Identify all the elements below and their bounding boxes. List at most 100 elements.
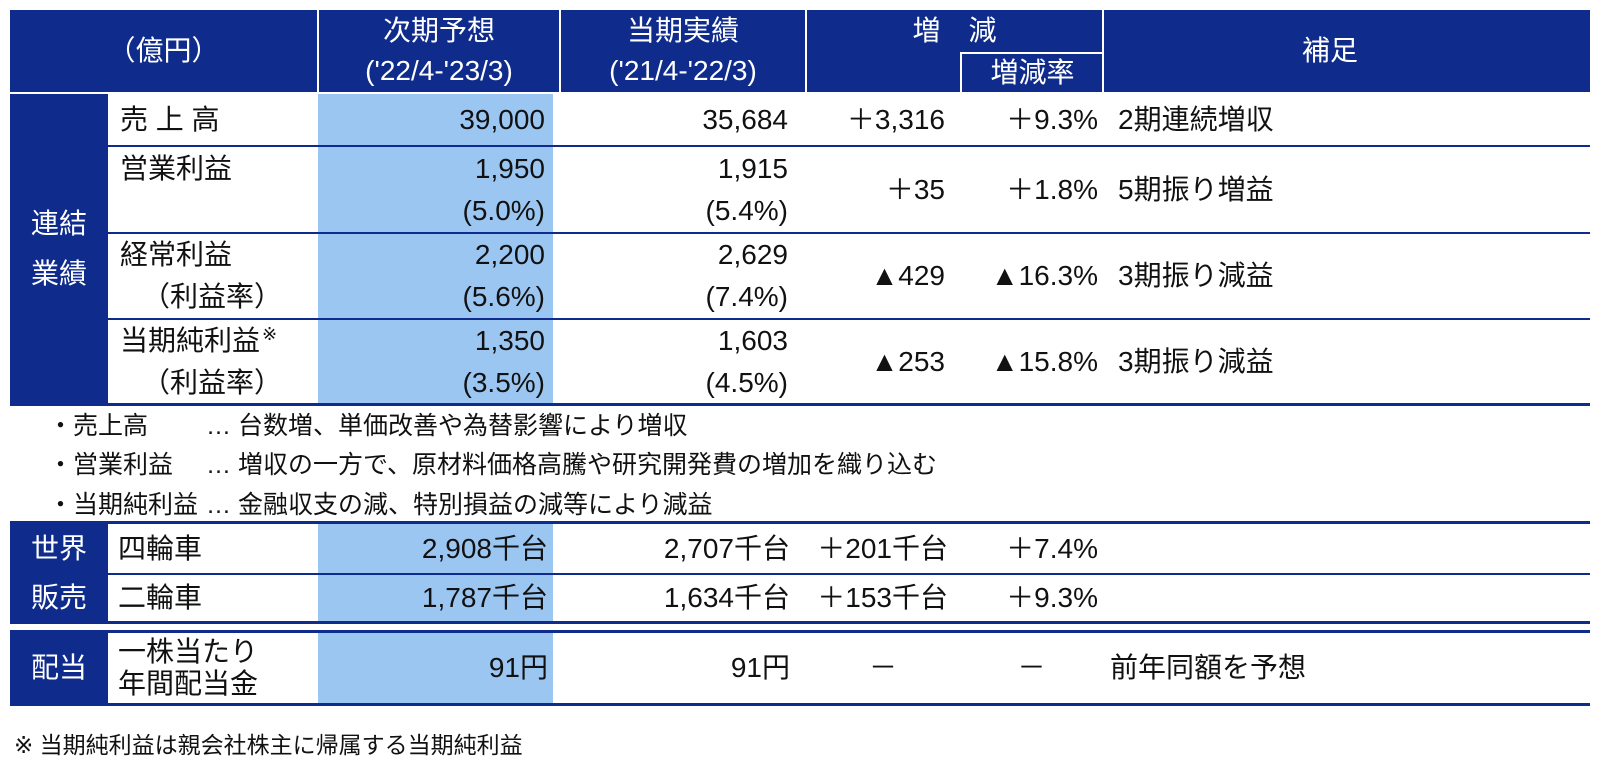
forecast-value: 91円 [488,652,548,683]
header-divider [317,10,319,92]
forecast-margin: (3.5%) [462,366,545,398]
forecast-cell: 1,787千台 [318,575,548,621]
note-text: 3期振り減益 [1118,345,1274,377]
row-label: 当期純利益 ※ [120,320,277,362]
actual-cell: 1,915 (5.4%) [553,147,788,232]
row-label-annual-dividend: 一株当たり 年間配当金 [118,633,318,703]
section-label-line: 世界 [30,532,87,564]
row-label: 営業利益 [120,152,233,184]
forecast-cell: 39,000 [318,94,545,145]
note-cell: 3期振り減益 [1118,234,1578,318]
section-divider [10,703,1590,706]
remark-line: ・売上高 … 台数増、単価改善や為替影響により増収 [48,404,687,444]
section-label-line: 販売 [30,582,87,613]
change-rate-value: ＋1.8% [1006,173,1098,205]
header-unit-label: （億円） [107,35,220,66]
actual-value: 2,629 [717,239,788,270]
consolidated-section-label: 連結 業績 [10,94,108,403]
actual-value: 35,684 [702,103,788,135]
note-cell: 5期振り増益 [1118,147,1578,232]
note-cell: 前年同額を予想 [1110,633,1580,703]
change-rate-value: ＋9.3% [1006,582,1098,613]
header-unit: （億円） [10,10,317,92]
row-label: 一株当たり [118,636,259,667]
note-text: 5期振り増益 [1118,173,1274,205]
change-value: ＋3,316 [846,103,945,135]
change-cell: － [806,633,960,703]
row-label-operating-profit: 営業利益 [120,147,318,232]
change-rate-cell: ＋9.3% [960,575,1098,621]
header-notes-title: 補足 [1301,35,1358,66]
footnote-mark: ※ [262,323,278,344]
forecast-value: 39,000 [459,103,545,135]
actual-value: 1,634千台 [663,582,790,613]
change-cell: ＋3,316 [800,94,945,145]
forecast-column-highlight [318,524,553,621]
forecast-value: 1,350 [474,324,545,356]
forecast-cell: 2,908千台 [318,524,548,573]
row-label: 売 上 高 [120,103,220,135]
table-header [10,10,1590,92]
forecast-value: 2,200 [474,239,545,270]
section-label-line: 業績 [30,257,87,289]
actual-cell: 2,629 (7.4%) [553,234,788,318]
note-text: 前年同額を予想 [1110,652,1307,683]
header-divider [805,10,807,92]
change-value: ▲429 [870,260,945,291]
header-actual-period: ('21/4-'22/3) [609,55,757,86]
note-text: 3期振り減益 [1118,260,1274,291]
row-divider [108,573,1590,575]
actual-value: 91円 [730,652,790,683]
actual-margin: (7.4%) [705,281,788,312]
actual-value: 1,603 [717,324,788,356]
section-divider [10,630,1590,633]
row-label-motorcycles: 二輪車 [118,575,318,621]
actual-cell: 91円 [553,633,790,703]
actual-value: 2,707千台 [663,532,790,564]
note-text: 2期連続増収 [1118,103,1274,135]
header-notes: 補足 [1104,10,1556,92]
section-divider [10,521,1590,524]
remark-line: ・営業利益 … 増収の一方で、原材料価格高騰や研究開発費の増加を織り込む [48,443,937,483]
header-actual-title: 当期実績 [626,15,739,46]
change-rate-value: ▲16.3% [990,260,1098,291]
forecast-value: 1,950 [474,152,545,184]
forecast-cell: 91円 [318,633,548,703]
global-sales-section-block [10,524,108,621]
dividend-section-label: 配当 [10,633,108,703]
change-rate-value: ▲15.8% [990,345,1098,377]
row-label: 四輪車 [118,532,203,564]
change-value: ＋201千台 [817,532,948,564]
row-divider [108,145,1590,147]
row-label-net-income: 当期純利益 ※ （利益率） [120,320,318,403]
global-sales-label-bottom: 販売 [10,575,108,621]
change-rate-cell: ＋7.4% [960,524,1098,573]
row-sub-label: （利益率） [142,366,283,398]
forecast-cell: 2,200 (5.6%) [318,234,545,318]
change-rate-cell: － [960,633,1103,703]
forecast-margin: (5.0%) [462,194,545,226]
dividend-section-block [10,633,108,703]
section-label-line: 配当 [30,652,87,683]
remark-line: ・当期純利益… 金融収支の減、特別損益の減等により減益 [48,483,712,523]
header-change-rate: 増減率 [960,52,1103,92]
change-rate-cell: ▲16.3% [960,234,1098,318]
change-rate-cell: ＋9.3% [960,94,1098,145]
row-label: 二輪車 [118,582,203,613]
note-cell: 2期連続増収 [1118,94,1578,145]
change-rate-value: ＋9.3% [1006,103,1098,135]
actual-value: 1,915 [717,152,788,184]
forecast-cell: 1,350 (3.5%) [318,320,545,403]
remark-text: … 増収の一方で、原材料価格高騰や研究開発費の増加を織り込む [206,451,937,479]
change-rate-cell: ＋1.8% [960,147,1098,232]
remark-label: ・営業利益 [48,451,174,479]
actual-cell: 1,634千台 [553,575,790,621]
header-divider [559,10,561,92]
remark-label: ・売上高 [48,412,149,440]
forecast-value: 2,908千台 [421,532,548,564]
header-forecast: 次期予想 ('22/4-'23/3) [319,10,559,92]
header-forecast-period: ('22/4-'23/3) [365,55,513,86]
remark-label: ・当期純利益 [48,491,199,519]
change-value: ＋35 [885,173,945,205]
